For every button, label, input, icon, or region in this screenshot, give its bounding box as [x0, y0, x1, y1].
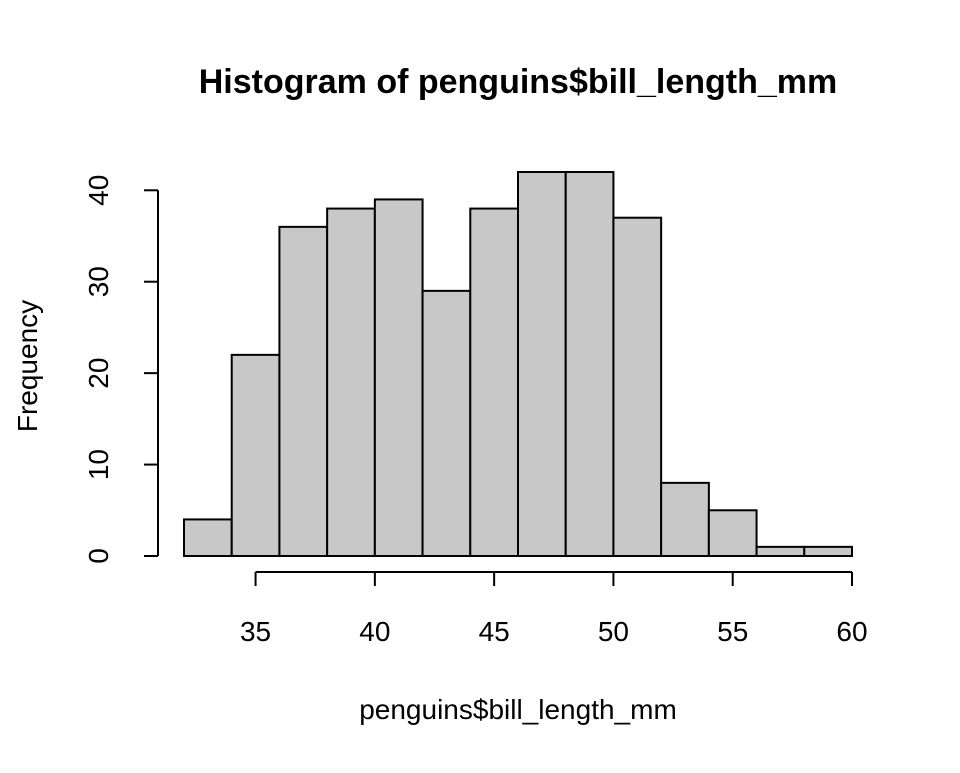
bars-group — [183, 171, 853, 558]
y-tick-label: 40 — [83, 175, 114, 206]
x-tick-label: 35 — [240, 616, 271, 647]
histogram-bar — [707, 509, 758, 557]
histogram-bar — [469, 207, 519, 557]
x-tick-label: 40 — [359, 616, 390, 647]
histogram-bar — [373, 198, 424, 558]
histogram-bar — [278, 225, 329, 557]
histogram-bar — [326, 207, 376, 557]
x-tick-label: 45 — [479, 616, 510, 647]
histogram-bar — [660, 481, 710, 558]
histogram-bar — [517, 171, 567, 557]
x-axis: 35 40 45 50 55 60 — [240, 571, 868, 647]
x-tick-label: 55 — [717, 616, 748, 647]
y-tick-label: 30 — [83, 266, 114, 297]
y-axis-label: Frequency — [12, 300, 43, 432]
y-axis: 0 10 20 30 40 — [83, 175, 159, 564]
histogram-bar — [612, 216, 663, 557]
histogram-bar — [230, 353, 281, 557]
chart-title: Histogram of penguins$bill_length_mm — [199, 63, 838, 101]
x-tick-label: 60 — [836, 616, 867, 647]
y-tick-label: 0 — [83, 548, 114, 564]
histogram-bar — [421, 289, 472, 557]
y-tick-label: 10 — [83, 449, 114, 480]
histogram-bar — [564, 171, 615, 557]
y-tick-label: 20 — [83, 358, 114, 389]
histogram-bar — [183, 518, 233, 558]
x-tick-label: 50 — [598, 616, 629, 647]
histogram-bar — [803, 545, 853, 557]
histogram-bar — [755, 545, 806, 557]
x-axis-label: penguins$bill_length_mm — [359, 694, 677, 725]
